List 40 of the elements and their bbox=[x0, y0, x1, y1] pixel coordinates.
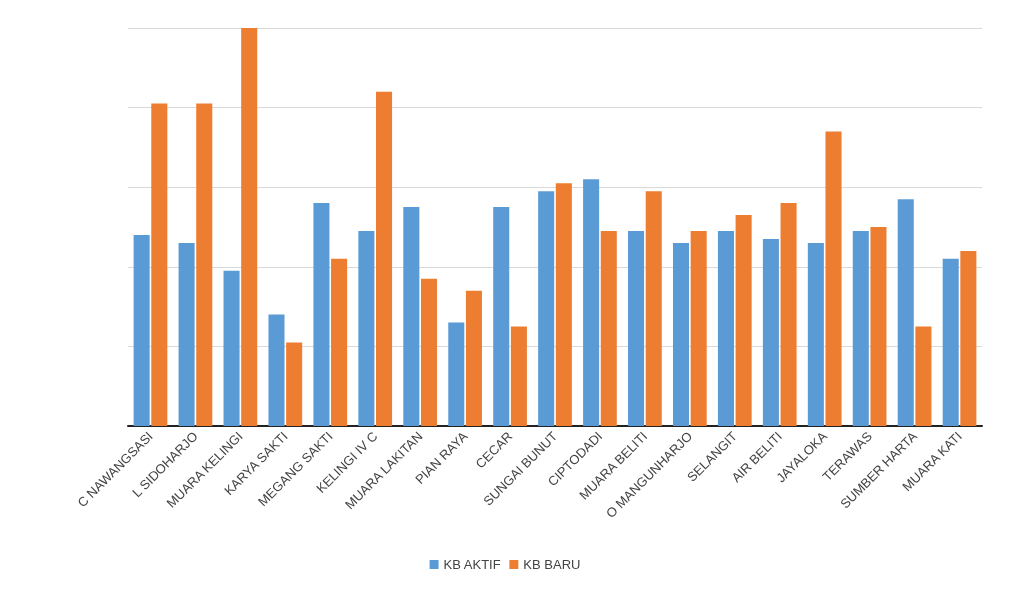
bar bbox=[825, 131, 842, 426]
bar bbox=[735, 215, 752, 426]
bar bbox=[870, 227, 887, 426]
bar bbox=[376, 91, 393, 426]
bar bbox=[286, 342, 303, 426]
bar bbox=[645, 191, 662, 426]
bar bbox=[717, 230, 734, 426]
legend-label: KB AKTIF bbox=[443, 557, 501, 572]
bar bbox=[555, 183, 572, 426]
bar bbox=[268, 314, 285, 426]
bar bbox=[510, 326, 527, 426]
bar bbox=[403, 207, 420, 426]
legend-label: KB BARU bbox=[523, 557, 581, 572]
bar bbox=[942, 258, 959, 426]
bar bbox=[600, 230, 617, 426]
bar bbox=[780, 203, 797, 426]
bar bbox=[852, 230, 869, 426]
bar bbox=[538, 191, 555, 426]
bar bbox=[151, 103, 168, 426]
bar bbox=[420, 278, 438, 426]
bar bbox=[690, 230, 707, 426]
bar bbox=[960, 250, 977, 426]
bar bbox=[672, 242, 690, 426]
bar bbox=[223, 270, 240, 426]
bar bbox=[133, 234, 150, 426]
bar bbox=[178, 242, 195, 426]
bar bbox=[241, 28, 258, 426]
bar bbox=[628, 230, 645, 426]
bar bbox=[465, 290, 482, 426]
bar bbox=[915, 326, 932, 426]
bar bbox=[331, 258, 348, 426]
bar bbox=[897, 199, 914, 426]
bar bbox=[358, 230, 375, 426]
bar bbox=[493, 207, 510, 426]
bar bbox=[196, 103, 213, 426]
bar bbox=[313, 203, 330, 426]
bar bbox=[448, 322, 465, 426]
bar bbox=[762, 238, 779, 426]
bar bbox=[807, 242, 824, 426]
bar bbox=[583, 179, 600, 426]
